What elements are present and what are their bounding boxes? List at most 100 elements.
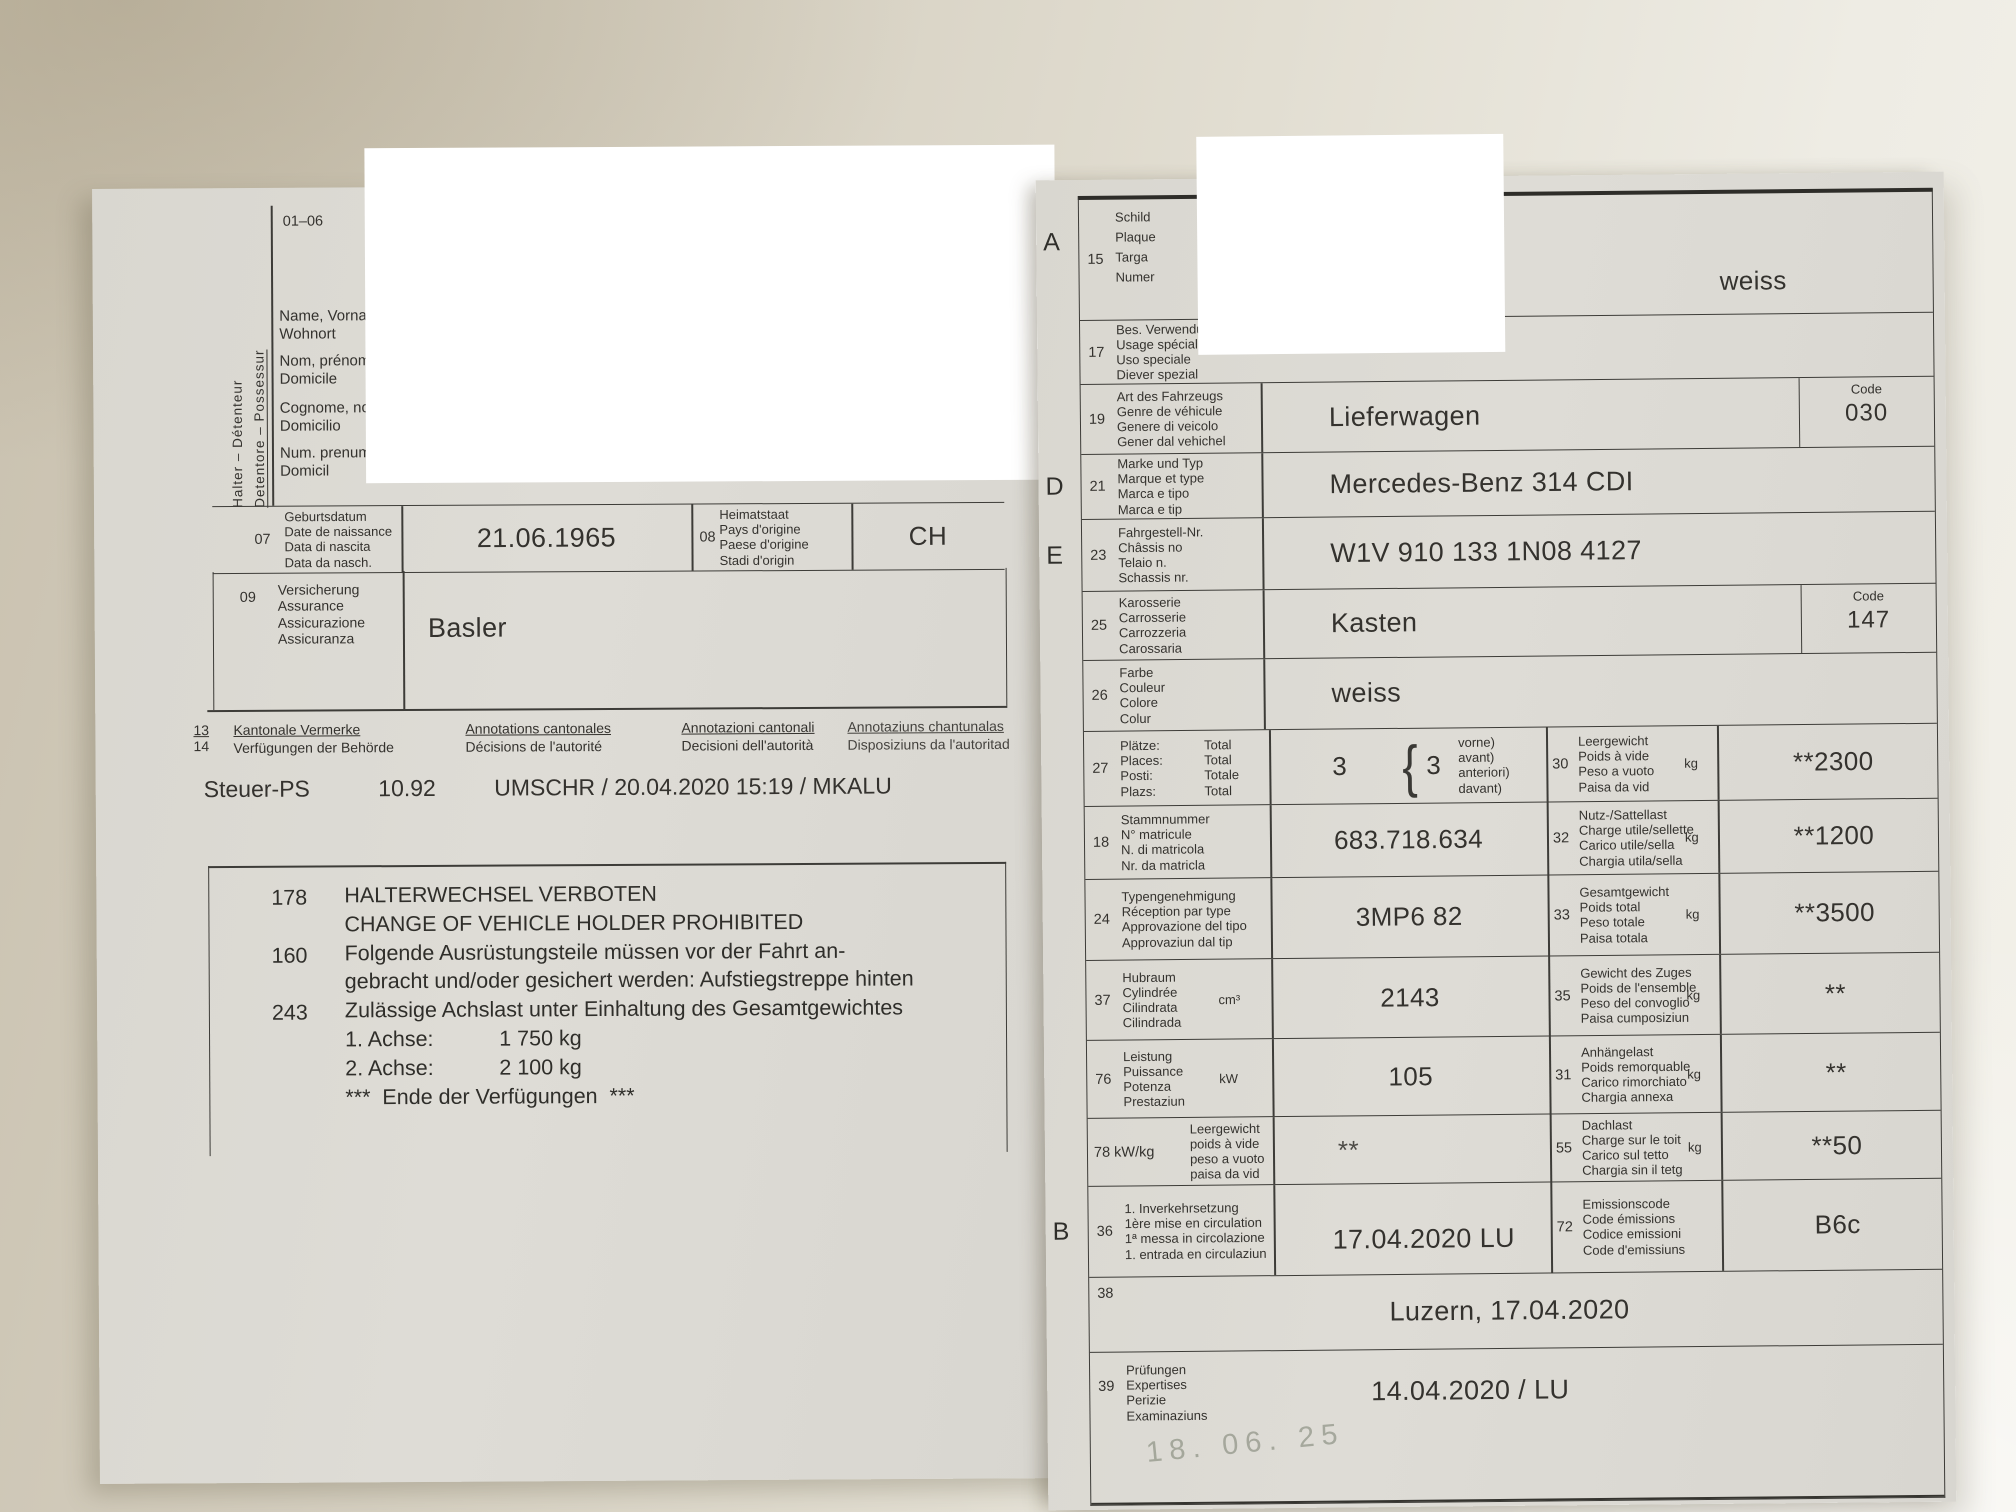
- row-insurance: 09 Versicherung Assurance Assicurazione …: [212, 567, 1008, 711]
- divider: [1548, 1036, 1552, 1114]
- decree-item: 178 HALTERWECHSEL VERBOTEN CHANGE OF VEHI…: [209, 878, 1005, 940]
- emission-code-value: B6c: [1814, 1209, 1861, 1240]
- plate-color-value: weiss: [1719, 265, 1787, 296]
- total-weight-value: **3500: [1794, 896, 1876, 928]
- seats-total-label: Total Total Totale Total: [1203, 737, 1240, 798]
- code-label: Code: [1852, 588, 1884, 604]
- remarks-col-fr-l1: Annotations cantonales: [465, 719, 612, 737]
- seats-label: Plätze: Places: Posti: Plazs:: [1119, 737, 1163, 799]
- field-range-01-06: 01–06: [282, 213, 324, 230]
- row-inspections: 39 Prüfungen Expertises Perizie Examinaz…: [1089, 1344, 1945, 1505]
- power-weight-label: Leergewicht poids à vide peso a vuoto pa…: [1189, 1120, 1265, 1182]
- power-weight-value: **: [1337, 1134, 1360, 1165]
- marker-E: E: [1046, 541, 1064, 570]
- payload-unit: kg: [1684, 829, 1699, 845]
- vehicle-type-label: Art des Fahrzeugs Genre de véhicule Gene…: [1116, 387, 1226, 450]
- divider: [402, 571, 405, 710]
- roof-load-unit: kg: [1687, 1139, 1702, 1155]
- left-page: Halter – Détenteur Detentore – Possessur…: [145, 144, 1072, 1484]
- brace-glyph: {: [1401, 733, 1418, 799]
- field-number-38: 38: [1097, 1285, 1114, 1302]
- empty-weight-label: Leergewicht Poids à vide Peso a vuoto Pa…: [1577, 733, 1655, 795]
- body-code-cell: Code 147: [1800, 583, 1936, 654]
- seats-front-value: 3: [1426, 750, 1442, 781]
- field-number-09: 09: [239, 589, 256, 606]
- seats-total-value: 3: [1332, 750, 1348, 782]
- field-number-15: 15: [1087, 251, 1104, 268]
- remarks-col-it: Annotazioni cantonali Decisioni dell'auto…: [681, 719, 814, 755]
- row-serial-payload: 18 Stammnummer N° matricule N. di matric…: [1084, 798, 1939, 880]
- remarks-col-rm-l2: Disposiziuns da l'autoritad: [847, 735, 1010, 753]
- trailer-load-value: **: [1825, 1056, 1847, 1087]
- code-label: Code: [1850, 381, 1882, 397]
- issue-value: Luzern, 17.04.2020: [1389, 1294, 1630, 1327]
- row-displacement-train-weight: 37 Hubraum Cylindrée Cilindrata Cilindra…: [1086, 952, 1940, 1041]
- field-number-55: 55: [1555, 1139, 1573, 1156]
- divider: [1547, 875, 1550, 956]
- remarks-col-de-l2: Verfügungen der Behörde: [233, 738, 394, 756]
- field-number-32: 32: [1552, 830, 1570, 847]
- divider: [1545, 727, 1549, 802]
- make-value: Mercedes-Benz 314 CDI: [1329, 466, 1634, 500]
- chassis-value: W1V 910 133 1N08 4127: [1330, 534, 1642, 568]
- type-approval-label: Typengenehmigung Réception par type Appr…: [1121, 888, 1247, 950]
- tax-label: Steuer-PS: [203, 775, 310, 803]
- tax-line: Steuer-PS 10.92 UMSCHR / 20.04.2020 15:1…: [204, 773, 892, 804]
- power-unit: kW: [1219, 1070, 1239, 1086]
- field-number-33: 33: [1553, 907, 1570, 924]
- field-number-31: 31: [1555, 1066, 1572, 1083]
- displacement-label: Hubraum Cylindrée Cilindrata Cilindrada: [1122, 969, 1182, 1031]
- first-registration-value: 17.04.2020 LU: [1332, 1222, 1516, 1255]
- decree-number: 243: [271, 1000, 308, 1025]
- field-number-35: 35: [1554, 987, 1571, 1004]
- holder-name-label-rm: Num. prenums Domicil: [279, 444, 379, 480]
- divider: [1720, 1112, 1723, 1180]
- payload-value: **1200: [1793, 819, 1875, 851]
- field-number-18: 18: [1092, 834, 1110, 851]
- inspections-value: 14.04.2020 / LU: [1371, 1374, 1570, 1407]
- power-label: Leistung Puissance Potenza Prestaziun: [1122, 1048, 1185, 1110]
- divider: [1719, 1034, 1723, 1112]
- decree-text: HALTERWECHSEL VERBOTEN CHANGE OF VEHICLE…: [344, 881, 804, 937]
- divider: [1719, 954, 1722, 1034]
- divider: [1261, 518, 1265, 590]
- inspection-stamp: 18. 06. 25: [1144, 1417, 1346, 1469]
- decree-number: 178: [271, 885, 308, 910]
- payload-label: Nutz-/Sattellast Charge utile/sellette C…: [1578, 806, 1694, 869]
- marker-D: D: [1045, 472, 1064, 501]
- holder-vertical-label-de-fr: Halter – Détenteur: [229, 379, 246, 508]
- color-label: Farbe Couleur Colore Colur: [1119, 664, 1166, 726]
- field-number-21: 21: [1089, 478, 1106, 495]
- divider: [1549, 1114, 1552, 1182]
- divider: [1261, 453, 1264, 518]
- total-weight-unit: kg: [1685, 906, 1700, 922]
- trailer-load-label: Anhängelast Poids remorquable Carico rim…: [1580, 1043, 1691, 1105]
- field-number-72: 72: [1556, 1219, 1573, 1236]
- remarks-col-rm-l1: Annotaziuns chantunalas: [847, 717, 1004, 735]
- insurance-label: Versicherung Assurance Assicurazione Ass…: [277, 581, 366, 647]
- field-number-30: 30: [1552, 756, 1569, 773]
- train-weight-label: Gewicht des Zuges Poids de l'ensemble Pe…: [1580, 964, 1697, 1026]
- field-number-19: 19: [1088, 411, 1106, 428]
- divider: [1272, 1117, 1275, 1185]
- field-number-36: 36: [1096, 1223, 1113, 1240]
- vehicle-type-value: Lieferwagen: [1328, 400, 1481, 432]
- decrees-box: 178 HALTERWECHSEL VERBOTEN CHANGE OF VEHI…: [208, 861, 1008, 1157]
- train-weight-value: **: [1824, 977, 1847, 1008]
- seats-front-label: vorne) avant) anteriori) davant): [1457, 734, 1510, 796]
- decree-item: 243 Zulässige Achslast unter Einhaltung d…: [210, 993, 1007, 1112]
- remarks-col-it-l2: Decisioni dell'autorità: [681, 736, 814, 754]
- row-seats-empty-weight: 27 Plätze: Places: Posti: Plazs: Total T…: [1083, 723, 1938, 807]
- empty-weight-value: **2300: [1792, 745, 1874, 777]
- row-issue: 38 Luzern, 17.04.2020: [1089, 1269, 1943, 1353]
- redaction-box-holder: [364, 144, 1057, 484]
- right-paper-sheet: A 15 Schild Plaque Targa Numer weiss 17 …: [1035, 133, 1957, 1511]
- plate-label: Schild Plaque Targa Numer: [1114, 209, 1156, 286]
- row-vehicle-type: 19 Art des Fahrzeugs Genre de véhicule G…: [1080, 376, 1935, 455]
- remarks-col-fr-l2: Décisions de l'autorité: [465, 737, 603, 755]
- roof-load-label: Dachlast Charge sur le toit Carico sul t…: [1581, 1116, 1683, 1178]
- remarks-col-fr: Annotations cantonales Décisions de l'aut…: [465, 720, 611, 756]
- divider: [1546, 802, 1549, 875]
- birthdate-label: Geburtsdatum Date de naissance Data di n…: [284, 508, 393, 570]
- chassis-label: Fahrgestell-Nr. Châssis no Telaio n. Sch…: [1117, 523, 1204, 586]
